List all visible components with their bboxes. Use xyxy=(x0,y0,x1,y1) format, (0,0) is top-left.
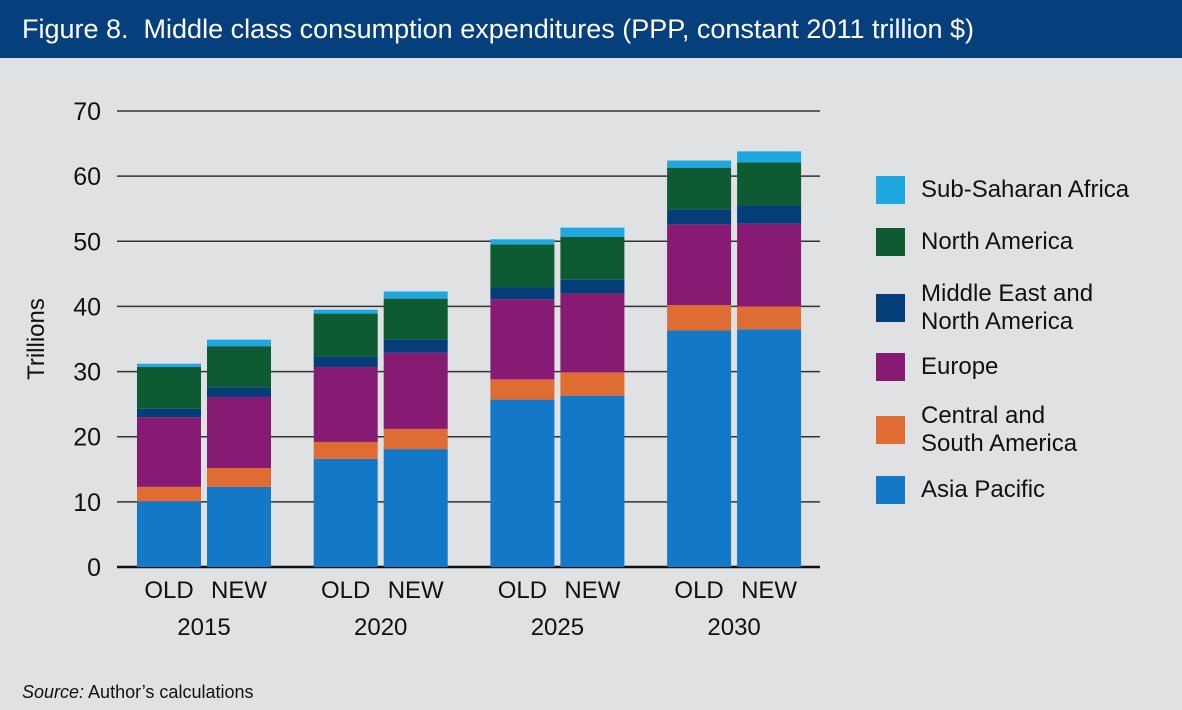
bar-segment xyxy=(313,356,378,368)
bar-segment xyxy=(137,501,201,567)
legend-item: Europe xyxy=(876,353,998,381)
legend-item: North America xyxy=(876,228,1073,256)
bar-segment xyxy=(207,387,271,397)
bar-segment xyxy=(737,162,802,206)
bar-segment xyxy=(383,298,448,340)
legend-item: Middle East and North America xyxy=(876,280,1093,336)
bar-segment xyxy=(667,330,732,567)
bar-segment xyxy=(207,396,271,468)
bar-segment xyxy=(137,417,201,487)
bar-segment xyxy=(560,395,625,567)
legend-swatch xyxy=(876,176,905,204)
bar-segment xyxy=(490,287,555,300)
legend-swatch xyxy=(876,353,905,381)
bar-segment xyxy=(383,449,448,567)
y-tick-label: 60 xyxy=(73,163,101,191)
legend-label: Central and South America xyxy=(921,402,1078,457)
bar-segment xyxy=(313,458,378,567)
bar-segment xyxy=(383,291,448,299)
y-tick-label: 40 xyxy=(73,293,101,321)
bar-segment xyxy=(490,379,555,400)
bar-segment xyxy=(383,352,448,429)
bar-segment xyxy=(560,293,625,373)
x-subcategory-label: NEW xyxy=(388,577,444,604)
bar-segment xyxy=(737,223,802,307)
bar-segment xyxy=(207,467,271,487)
bar-segment xyxy=(667,167,732,210)
bar-segment xyxy=(383,428,448,450)
x-group-label: 2015 xyxy=(177,614,230,641)
bar-segment xyxy=(313,313,378,357)
legend-label: Sub-Saharan Africa xyxy=(921,176,1130,203)
legend-swatch xyxy=(876,416,905,444)
legend-item: Asia Pacific xyxy=(876,476,1045,504)
legend-swatch xyxy=(876,294,905,322)
y-tick-label: 0 xyxy=(87,554,101,582)
source-label: Source: xyxy=(22,682,85,702)
x-group-label: 2025 xyxy=(531,614,584,641)
source-note: Source: Author’s calculations xyxy=(22,682,253,703)
legend-swatch xyxy=(876,476,905,504)
bar-segment xyxy=(560,236,625,280)
source-text: Author’s calculations xyxy=(84,682,254,702)
legend-label: Middle East and North America xyxy=(921,280,1094,335)
bar-segment xyxy=(137,363,201,368)
bar-segment xyxy=(490,239,555,245)
bar-segment xyxy=(667,224,732,306)
bar-segment xyxy=(137,486,201,502)
bar-segment xyxy=(137,367,201,409)
bar-segment xyxy=(137,408,201,418)
legend-swatch xyxy=(876,228,905,256)
bar-segment xyxy=(383,339,448,353)
bar-segment xyxy=(737,205,802,224)
bar-segment xyxy=(207,486,271,567)
y-tick-label: 30 xyxy=(73,359,101,387)
legend-item: Sub-Saharan Africa xyxy=(876,176,1129,204)
legend-label: North America xyxy=(921,228,1074,255)
bar-segment xyxy=(490,244,555,288)
y-tick-label: 20 xyxy=(73,424,101,452)
bar-segment xyxy=(560,279,625,294)
x-subcategory-label: OLD xyxy=(321,577,370,604)
bar-segment xyxy=(737,306,802,330)
bar-segment xyxy=(667,160,732,168)
legend-label: Europe xyxy=(921,353,999,380)
y-tick-label: 50 xyxy=(73,228,101,256)
bar-segment xyxy=(490,299,555,380)
y-tick-label: 70 xyxy=(73,98,101,126)
x-subcategory-label: OLD xyxy=(498,577,547,604)
x-group-label: 2020 xyxy=(354,614,407,641)
y-tick-label: 10 xyxy=(73,489,101,517)
bar-segment xyxy=(490,399,555,567)
x-subcategory-label: NEW xyxy=(564,577,620,604)
bar-segment xyxy=(207,339,271,347)
bar-segment xyxy=(313,367,378,442)
bar-segment xyxy=(667,305,732,331)
bar-segment xyxy=(667,209,732,225)
x-group-label: 2030 xyxy=(707,614,760,641)
chart-title: Figure 8. Middle class consumption expen… xyxy=(0,0,1182,58)
x-subcategory-label: NEW xyxy=(741,577,797,604)
legend-item: Central and South America xyxy=(876,402,1077,458)
bar-segment xyxy=(560,227,625,237)
legend-label: Asia Pacific xyxy=(921,476,1046,503)
y-axis-label: Trillions xyxy=(23,298,50,380)
x-subcategory-label: OLD xyxy=(144,577,193,604)
x-subcategory-label: NEW xyxy=(211,577,267,604)
x-subcategory-label: OLD xyxy=(674,577,723,604)
bar-segment xyxy=(313,309,378,314)
bar-segment xyxy=(207,346,271,388)
bar-segment xyxy=(737,151,802,163)
bar-segment xyxy=(560,372,625,396)
bar-segment xyxy=(313,441,378,459)
bar-segment xyxy=(737,329,802,567)
